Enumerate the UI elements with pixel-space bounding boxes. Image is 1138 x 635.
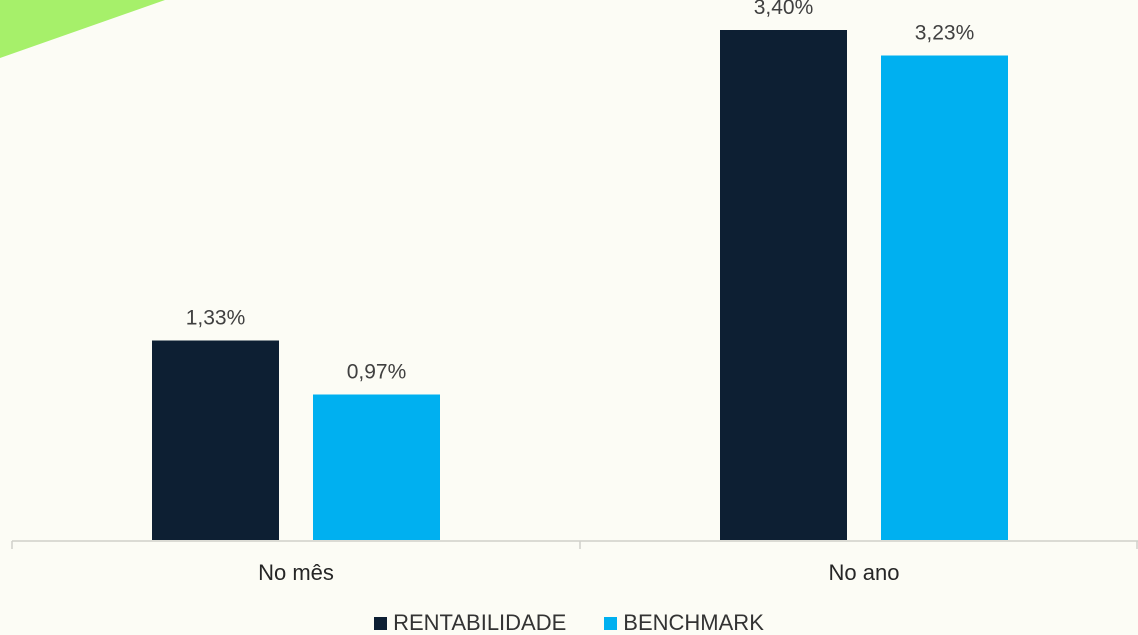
- x-tick-label-1: No ano: [829, 560, 900, 585]
- bar-rentabilidade-1: [720, 30, 847, 540]
- data-label-rentabilidade-0: 1,33%: [186, 307, 246, 330]
- corner-accent-shape: [0, 0, 165, 58]
- legend-swatch-rentabilidade: [374, 617, 387, 630]
- bar-benchmark-0: [313, 395, 440, 541]
- legend: RENTABILIDADE BENCHMARK: [0, 610, 1138, 635]
- legend-label-rentabilidade: RENTABILIDADE: [393, 610, 566, 635]
- x-tick-label-0: No mês: [258, 560, 334, 585]
- bar-benchmark-1: [881, 56, 1008, 541]
- data-label-benchmark-1: 3,23%: [915, 22, 975, 45]
- legend-item-rentabilidade: RENTABILIDADE: [374, 610, 566, 635]
- legend-label-benchmark: BENCHMARK: [623, 610, 764, 635]
- bar-rentabilidade-0: [152, 341, 279, 541]
- data-label-benchmark-0: 0,97%: [347, 361, 407, 384]
- legend-swatch-benchmark: [604, 617, 617, 630]
- data-label-rentabilidade-1: 3,40%: [754, 0, 814, 19]
- legend-item-benchmark: BENCHMARK: [604, 610, 764, 635]
